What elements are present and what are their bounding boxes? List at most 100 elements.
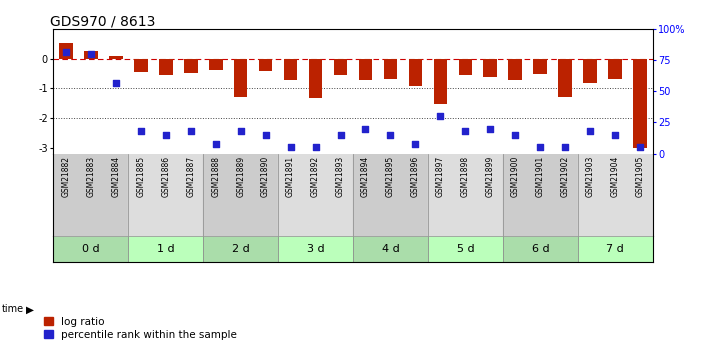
Text: GDS970 / 8613: GDS970 / 8613: [50, 14, 156, 28]
Text: GSM21887: GSM21887: [186, 156, 196, 197]
Point: [460, 128, 471, 134]
Bar: [259, 59, 272, 71]
Bar: [333, 59, 348, 75]
Bar: [503, 154, 578, 236]
Point: [310, 145, 321, 150]
Text: GSM21891: GSM21891: [286, 156, 295, 197]
Point: [110, 80, 122, 86]
Bar: [53, 154, 128, 236]
Text: GSM21890: GSM21890: [261, 156, 270, 197]
Text: 7 d: 7 d: [606, 244, 624, 254]
Text: GSM21894: GSM21894: [361, 156, 370, 197]
Text: GSM21892: GSM21892: [311, 156, 320, 197]
Text: GSM21896: GSM21896: [411, 156, 420, 197]
Point: [434, 114, 446, 119]
Point: [160, 132, 171, 138]
Text: GSM21901: GSM21901: [536, 156, 545, 197]
Text: 3 d: 3 d: [306, 244, 324, 254]
Bar: [59, 43, 73, 59]
Bar: [634, 59, 647, 148]
Text: time: time: [2, 304, 24, 314]
Bar: [159, 59, 173, 75]
Text: GSM21903: GSM21903: [586, 156, 595, 197]
Bar: [284, 59, 297, 80]
Bar: [353, 236, 428, 262]
Text: GSM21885: GSM21885: [137, 156, 145, 197]
Text: 0 d: 0 d: [82, 244, 100, 254]
Text: 2 d: 2 d: [232, 244, 250, 254]
Text: GSM21904: GSM21904: [611, 156, 620, 197]
Bar: [234, 59, 247, 97]
Point: [235, 128, 246, 134]
Text: GSM21895: GSM21895: [386, 156, 395, 197]
Bar: [428, 236, 503, 262]
Point: [634, 145, 646, 150]
Text: GSM21882: GSM21882: [61, 156, 70, 197]
Bar: [84, 51, 97, 59]
Bar: [578, 236, 653, 262]
Bar: [134, 59, 148, 72]
Text: GSM21893: GSM21893: [336, 156, 345, 197]
Bar: [128, 154, 203, 236]
Point: [535, 145, 546, 150]
Bar: [109, 56, 122, 59]
Point: [385, 132, 396, 138]
Point: [410, 141, 421, 146]
Text: GSM21897: GSM21897: [436, 156, 445, 197]
Text: GSM21888: GSM21888: [211, 156, 220, 197]
Bar: [434, 59, 447, 104]
Bar: [459, 59, 472, 75]
Bar: [128, 236, 203, 262]
Point: [560, 145, 571, 150]
Bar: [203, 236, 278, 262]
Point: [185, 128, 196, 134]
Bar: [278, 236, 353, 262]
Bar: [278, 154, 353, 236]
Text: GSM21889: GSM21889: [236, 156, 245, 197]
Text: GSM21886: GSM21886: [161, 156, 170, 197]
Bar: [609, 59, 622, 79]
Text: 6 d: 6 d: [532, 244, 549, 254]
Text: GSM21900: GSM21900: [510, 156, 520, 197]
Bar: [353, 154, 428, 236]
Text: GSM21902: GSM21902: [561, 156, 570, 197]
Point: [485, 126, 496, 131]
Text: GSM21898: GSM21898: [461, 156, 470, 197]
Bar: [503, 236, 578, 262]
Point: [510, 132, 521, 138]
Point: [285, 145, 296, 150]
Legend: log ratio, percentile rank within the sample: log ratio, percentile rank within the sa…: [44, 317, 237, 340]
Bar: [184, 59, 198, 73]
Bar: [584, 59, 597, 83]
Point: [360, 126, 371, 131]
Text: ▶: ▶: [26, 305, 33, 314]
Text: GSM21884: GSM21884: [111, 156, 120, 197]
Bar: [358, 59, 373, 80]
Bar: [578, 154, 653, 236]
Bar: [203, 154, 278, 236]
Text: GSM21883: GSM21883: [86, 156, 95, 197]
Point: [335, 132, 346, 138]
Bar: [508, 59, 522, 80]
Text: 1 d: 1 d: [157, 244, 174, 254]
Point: [609, 132, 621, 138]
Bar: [533, 59, 547, 74]
Text: 4 d: 4 d: [382, 244, 400, 254]
Point: [260, 132, 272, 138]
Text: GSM21905: GSM21905: [636, 156, 645, 197]
Point: [135, 128, 146, 134]
Text: 5 d: 5 d: [456, 244, 474, 254]
Bar: [309, 59, 322, 98]
Point: [60, 49, 72, 55]
Bar: [558, 59, 572, 97]
Text: GSM21899: GSM21899: [486, 156, 495, 197]
Bar: [53, 236, 128, 262]
Point: [85, 51, 97, 57]
Bar: [428, 154, 503, 236]
Bar: [384, 59, 397, 79]
Bar: [409, 59, 422, 86]
Bar: [209, 59, 223, 70]
Bar: [483, 59, 497, 77]
Point: [210, 141, 221, 146]
Point: [584, 128, 596, 134]
